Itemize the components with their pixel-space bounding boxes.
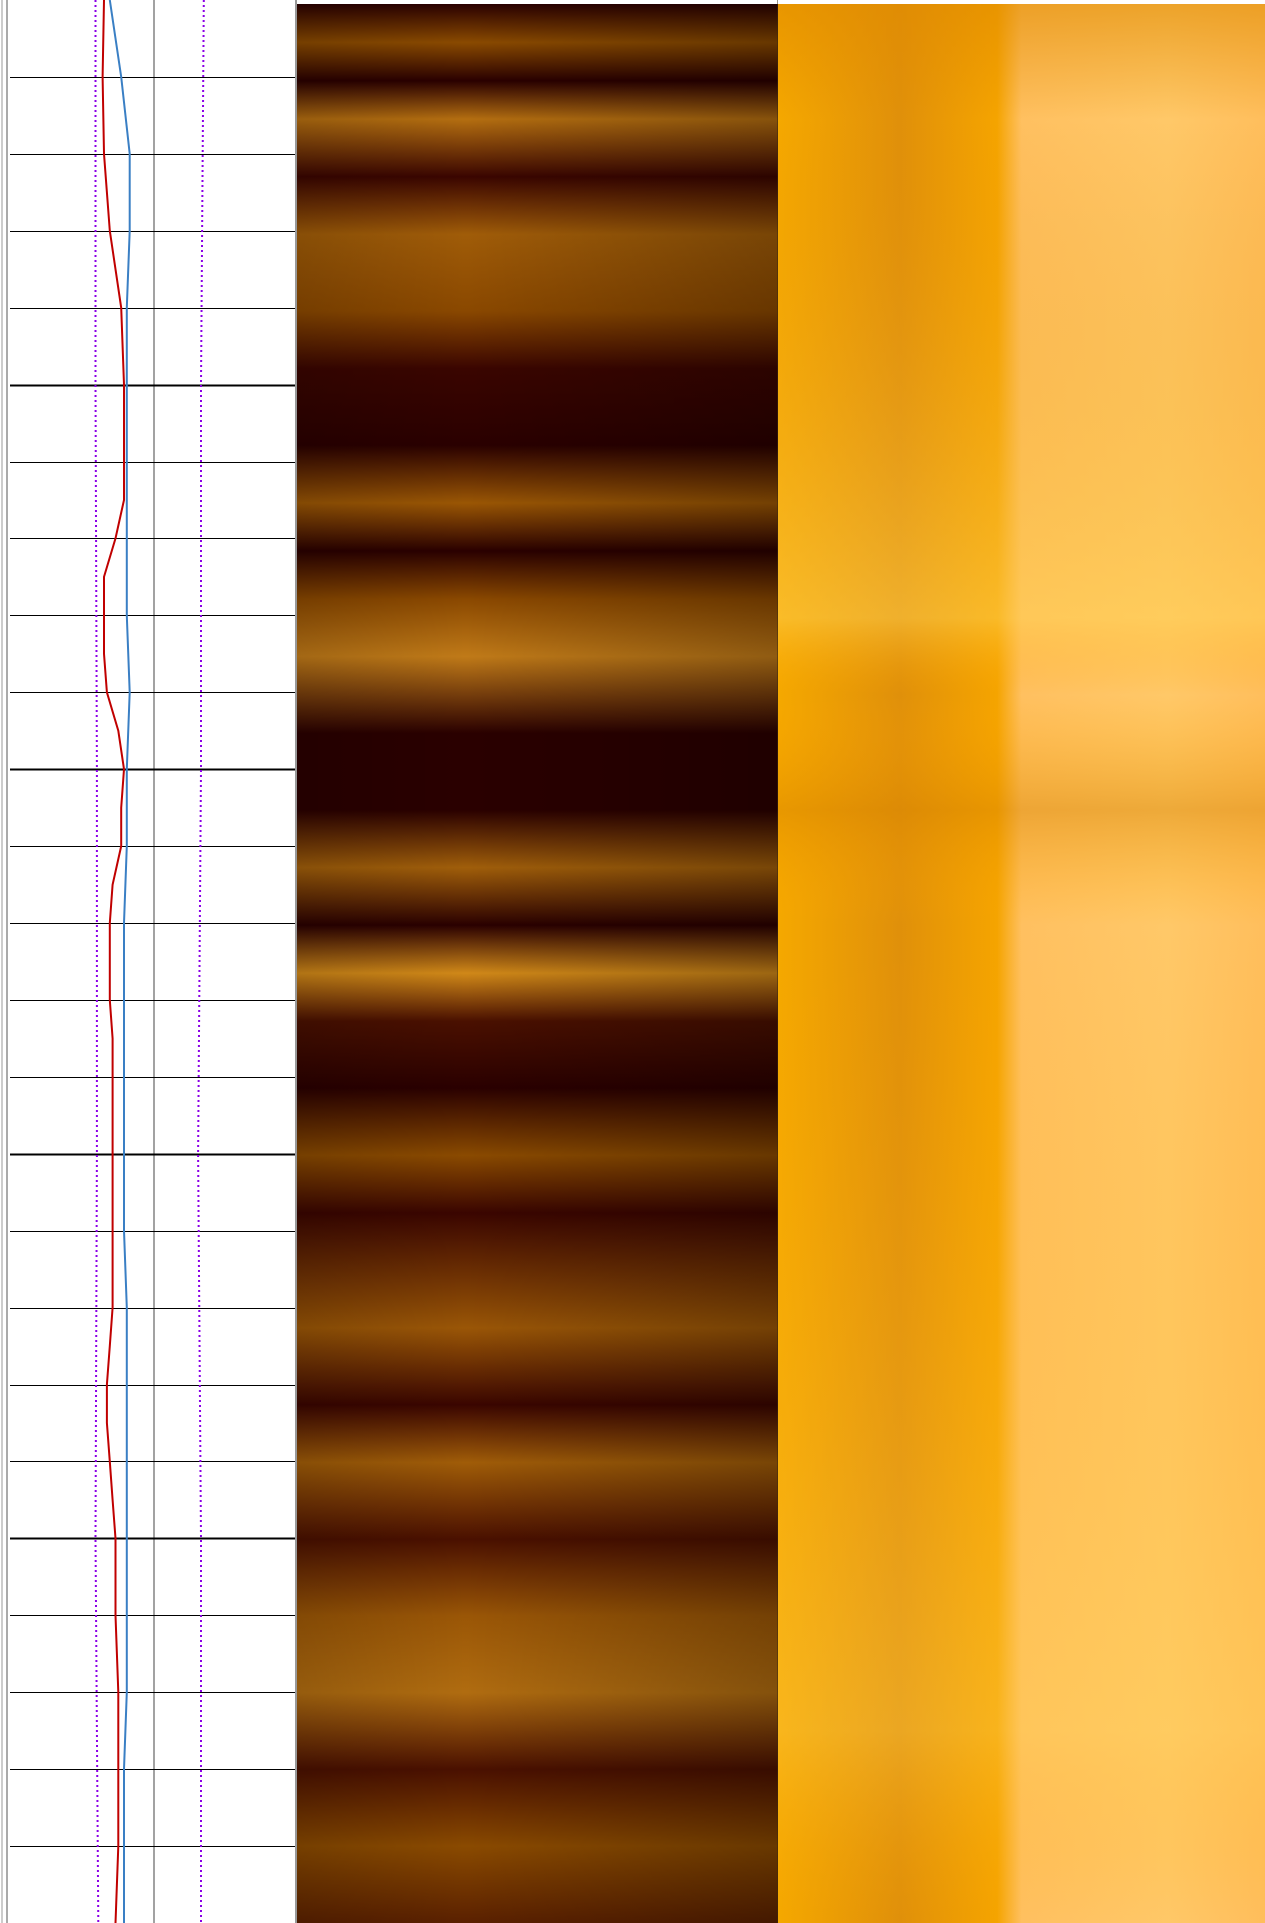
- log-curve-2: [108, 0, 131, 1923]
- log-curve-4: [197, 0, 205, 1923]
- image-track-2: [778, 4, 1265, 1923]
- grid-lines: [1, 0, 297, 1923]
- log-curve-1: [101, 0, 126, 1923]
- curve-track-background: [10, 0, 295, 1923]
- log-plot: [1, 0, 778, 1923]
- log-curves: [94, 0, 205, 1923]
- image-track-1: [297, 4, 778, 1923]
- log-curve-3: [94, 0, 100, 1923]
